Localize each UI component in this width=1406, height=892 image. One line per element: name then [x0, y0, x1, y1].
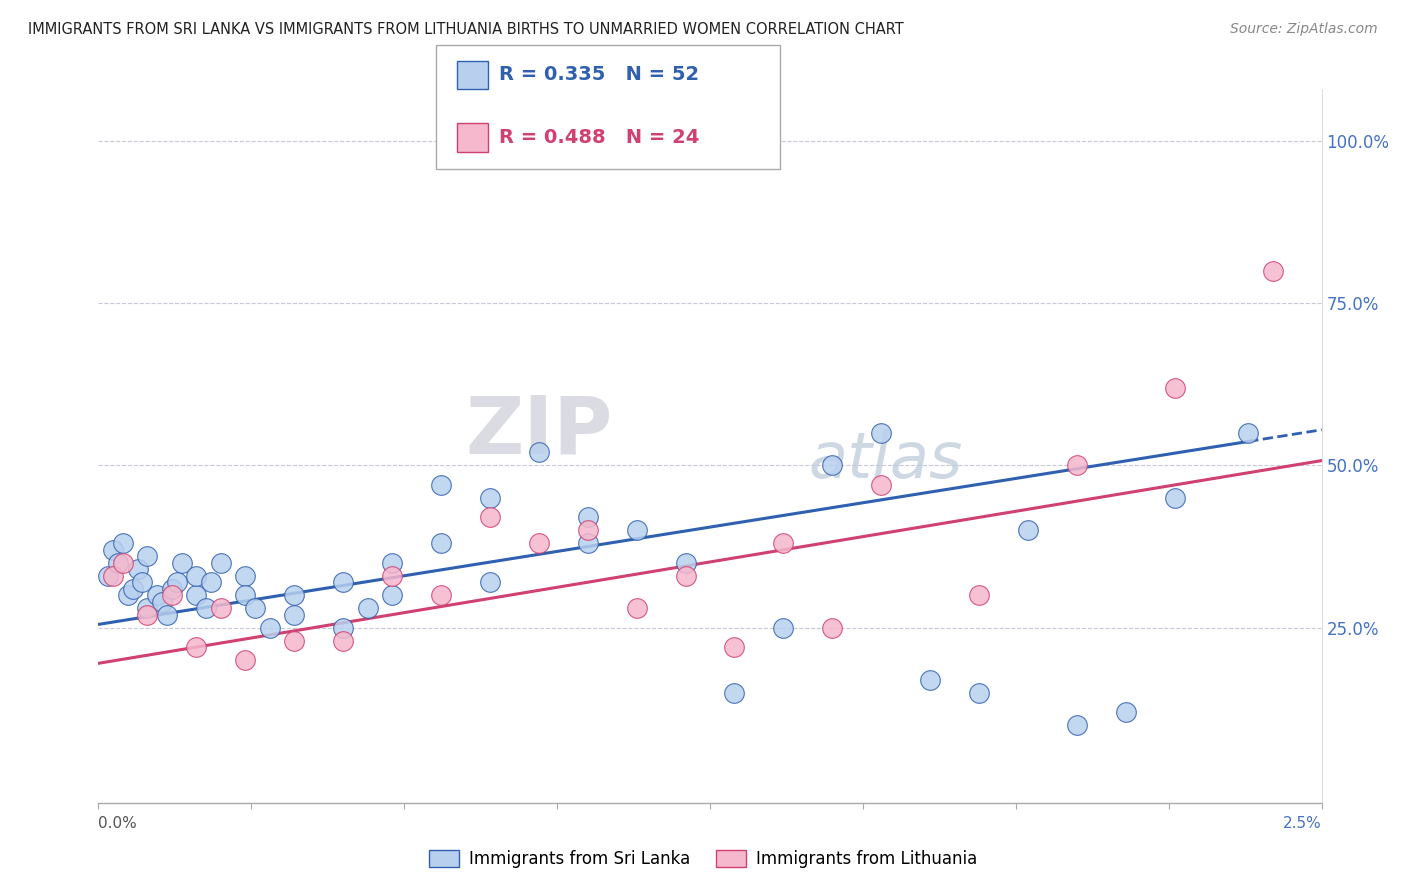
Point: [117, 588, 139, 602]
Text: 2.5%: 2.5%: [1282, 816, 1322, 831]
Point: [111, 536, 134, 550]
Point: [1164, 381, 1187, 395]
Point: [870, 478, 893, 492]
Point: [527, 445, 550, 459]
Point: [478, 491, 501, 505]
Point: [478, 510, 501, 524]
Text: R = 0.335   N = 52: R = 0.335 N = 52: [499, 65, 699, 85]
Point: [111, 556, 134, 570]
Point: [233, 568, 256, 582]
Point: [332, 621, 354, 635]
Point: [283, 607, 305, 622]
Point: [870, 425, 893, 440]
Point: [97, 568, 120, 582]
Text: 0.0%: 0.0%: [98, 816, 138, 831]
Point: [967, 685, 990, 699]
Point: [576, 510, 599, 524]
Point: [136, 607, 159, 622]
Text: R = 0.488   N = 24: R = 0.488 N = 24: [499, 128, 700, 147]
Point: [356, 601, 378, 615]
Point: [1261, 264, 1284, 278]
Point: [209, 556, 232, 570]
Point: [200, 575, 222, 590]
Point: [1115, 705, 1137, 719]
Point: [131, 575, 153, 590]
Text: atlas: atlas: [808, 429, 962, 491]
Point: [136, 601, 159, 615]
Point: [170, 556, 193, 570]
Point: [675, 556, 697, 570]
Point: [1017, 524, 1039, 538]
Point: [1164, 491, 1187, 505]
Point: [478, 575, 501, 590]
Point: [1237, 425, 1260, 440]
Point: [430, 536, 453, 550]
Point: [195, 601, 218, 615]
Point: [332, 575, 354, 590]
Point: [576, 536, 599, 550]
Point: [101, 542, 124, 557]
Point: [259, 621, 281, 635]
Point: [332, 633, 354, 648]
Point: [675, 568, 697, 582]
Point: [1066, 718, 1088, 732]
Point: [209, 601, 232, 615]
Point: [121, 582, 143, 596]
Point: [772, 621, 794, 635]
Point: [107, 556, 129, 570]
Point: [136, 549, 159, 564]
Point: [527, 536, 550, 550]
Point: [233, 653, 256, 667]
Point: [150, 595, 173, 609]
Point: [381, 556, 404, 570]
Point: [186, 640, 208, 654]
Point: [920, 673, 942, 687]
Text: Source: ZipAtlas.com: Source: ZipAtlas.com: [1230, 22, 1378, 37]
Point: [772, 536, 794, 550]
Legend: Immigrants from Sri Lanka, Immigrants from Lithuania: Immigrants from Sri Lanka, Immigrants fr…: [423, 843, 983, 875]
Point: [1066, 458, 1088, 473]
Point: [233, 588, 256, 602]
Point: [430, 588, 453, 602]
Point: [101, 568, 124, 582]
Point: [821, 458, 844, 473]
Point: [186, 568, 208, 582]
Text: IMMIGRANTS FROM SRI LANKA VS IMMIGRANTS FROM LITHUANIA BIRTHS TO UNMARRIED WOMEN: IMMIGRANTS FROM SRI LANKA VS IMMIGRANTS …: [28, 22, 904, 37]
Point: [626, 601, 648, 615]
Point: [160, 588, 183, 602]
Point: [243, 601, 266, 615]
Text: ZIP: ZIP: [465, 392, 612, 471]
Point: [166, 575, 188, 590]
Point: [146, 588, 169, 602]
Point: [723, 685, 745, 699]
Point: [160, 582, 183, 596]
Point: [283, 588, 305, 602]
Point: [430, 478, 453, 492]
Point: [381, 568, 404, 582]
Point: [381, 588, 404, 602]
Point: [626, 524, 648, 538]
Point: [186, 588, 208, 602]
Point: [127, 562, 149, 576]
Point: [283, 633, 305, 648]
Point: [967, 588, 990, 602]
Point: [576, 524, 599, 538]
Point: [156, 607, 179, 622]
Point: [723, 640, 745, 654]
Point: [821, 621, 844, 635]
